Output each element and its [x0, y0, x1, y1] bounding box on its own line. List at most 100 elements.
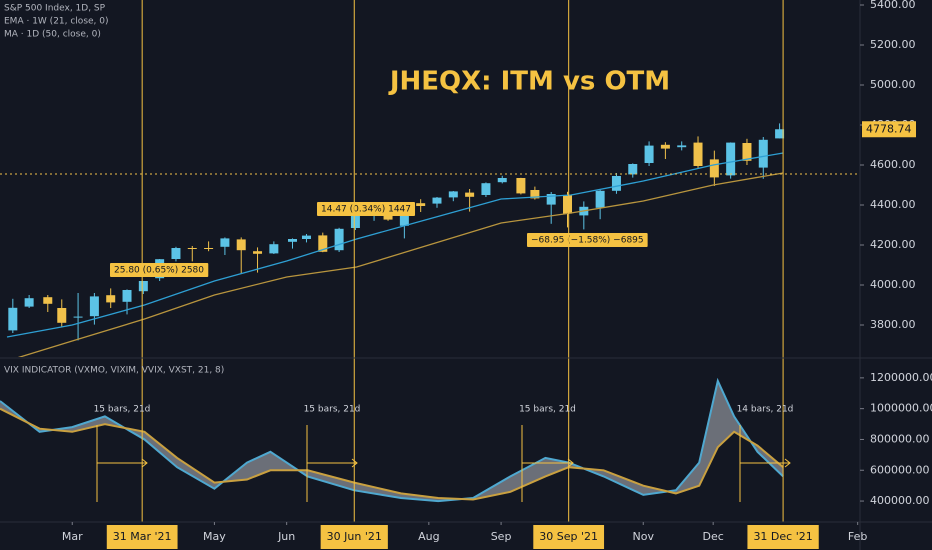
candle-body	[187, 248, 197, 249]
candle-body	[253, 251, 263, 254]
candle-body	[350, 214, 360, 228]
candle-body	[43, 297, 53, 304]
y-tick-label: 4600.00	[870, 158, 916, 171]
measure-box	[317, 202, 416, 216]
candle-body	[563, 195, 573, 214]
candle-body	[775, 129, 785, 139]
y-tick-label: 800000.00	[870, 432, 930, 445]
y-tick-label: 1200000.00	[870, 371, 932, 384]
y-tick-label: 3800.00	[870, 318, 916, 331]
range-label: 15 bars, 21d	[519, 405, 576, 415]
candle-body	[318, 235, 328, 252]
candle-body	[530, 190, 540, 199]
candle-body	[432, 197, 442, 204]
candle-body	[644, 145, 654, 163]
y-tick-label: 600000.00	[870, 463, 930, 476]
candle-body	[24, 298, 34, 307]
date-marker-label: 31 Dec '21	[753, 530, 812, 543]
x-tick-label: Nov	[633, 530, 655, 543]
candle-body	[481, 183, 491, 195]
candle-body	[628, 164, 638, 175]
candle-body	[287, 239, 297, 242]
candle-body	[334, 228, 344, 251]
y-tick-label: 5200.00	[870, 38, 916, 51]
candle-body	[709, 159, 719, 178]
price-label-box	[862, 121, 916, 138]
candle-body	[465, 192, 475, 197]
candle-body	[660, 144, 670, 149]
candle-body	[416, 203, 426, 206]
date-marker-label: 30 Jun '21	[327, 530, 382, 543]
date-marker-box	[747, 525, 819, 549]
measure-label: 25.80 (0.65%) 2580	[114, 266, 204, 276]
candle-body	[742, 143, 752, 161]
candle-body	[516, 178, 526, 194]
candle-body	[269, 244, 279, 254]
x-tick-label: Jun	[277, 530, 295, 543]
measure-box	[110, 263, 209, 277]
candle-body	[726, 142, 736, 176]
x-tick-label: Feb	[848, 530, 867, 543]
candle-body	[448, 191, 458, 198]
arrow-head	[784, 458, 791, 468]
candle-body	[301, 235, 311, 239]
line	[0, 377, 784, 503]
measure-label: −68.95 (−1.58%) −6895	[531, 236, 644, 246]
candle-body	[220, 238, 230, 247]
candle-body	[595, 190, 605, 208]
y-tick-label: 4400.00	[870, 198, 916, 211]
candle-body	[546, 194, 556, 205]
y-tick-label: 400000.00	[870, 494, 930, 507]
candle-body	[611, 176, 621, 191]
y-tick-label: 4000.00	[870, 278, 916, 291]
arrow-head	[351, 458, 358, 468]
candle-body	[497, 178, 507, 183]
candle-body	[693, 142, 703, 166]
x-tick-label: May	[203, 530, 226, 543]
x-tick-label: Sep	[491, 530, 512, 543]
date-marker-box	[320, 525, 388, 549]
x-tick-label: Dec	[703, 530, 724, 543]
arrow-head	[141, 458, 148, 468]
range-label: 15 bars, 21d	[304, 405, 361, 415]
y-tick-label: 4200.00	[870, 238, 916, 251]
candle-body	[8, 307, 18, 331]
candle-body	[89, 296, 99, 317]
indicator-pane	[0, 377, 784, 503]
x-tick-label: Mar	[62, 530, 83, 543]
y-tick-label: 1000000.00	[870, 402, 932, 415]
price-label: 4778.74	[866, 122, 912, 135]
candle-body	[106, 295, 116, 303]
line	[6, 152, 784, 338]
candle-body	[57, 308, 67, 323]
date-marker-box	[106, 525, 178, 549]
y-tick-label: 5000.00	[870, 78, 916, 91]
price-pane	[6, 123, 785, 357]
candle-body	[204, 248, 214, 249]
range-label: 15 bars, 21d	[94, 405, 151, 415]
candle-body	[236, 239, 246, 251]
legend-text: EMA · 1W (21, close, 0)	[4, 17, 109, 27]
date-marker-box	[533, 525, 605, 549]
line	[0, 407, 784, 501]
measure-box	[527, 233, 648, 247]
y-tick-label: 5400.00	[870, 0, 916, 11]
indicator-title: VIX INDICATOR (VXMO, VIXIM, VVIX, VXST, …	[4, 366, 224, 376]
candle-body	[73, 316, 83, 318]
candle-body	[171, 248, 181, 259]
legend-text: S&P 500 Index, 1D, SP	[4, 4, 106, 14]
date-marker-label: 30 Sep '21	[539, 530, 598, 543]
candle-body	[122, 290, 132, 302]
overlay: 25.80 (0.65%) 2580 14.47 (0.34%) 1447 −68.…	[94, 0, 794, 522]
candle-body	[677, 145, 687, 148]
chart-title: JHEQX: ITM vs OTM	[388, 67, 670, 97]
range-label: 14 bars, 21d	[737, 405, 794, 415]
candle-body	[758, 139, 768, 168]
x-tick-label: Aug	[418, 530, 439, 543]
line	[17, 172, 784, 357]
legend-text: MA · 1D (50, close, 0)	[4, 30, 101, 40]
candle-body	[138, 281, 148, 292]
arrow-head	[567, 458, 574, 468]
date-marker-label: 31 Mar '21	[113, 530, 172, 543]
